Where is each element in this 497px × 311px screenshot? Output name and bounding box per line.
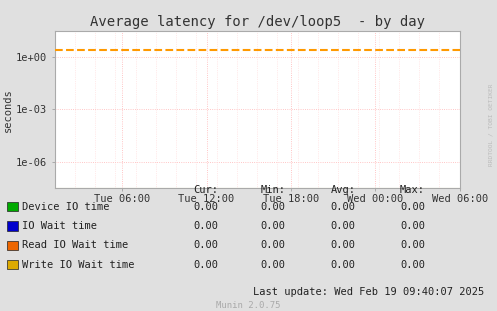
Text: 0.00: 0.00 [331,240,355,250]
Text: Read IO Wait time: Read IO Wait time [22,240,129,250]
Text: 0.00: 0.00 [331,260,355,270]
Text: 0.00: 0.00 [261,202,286,212]
Text: Min:: Min: [261,185,286,195]
Text: 0.00: 0.00 [400,260,425,270]
Text: Max:: Max: [400,185,425,195]
Y-axis label: seconds: seconds [3,88,13,132]
Text: RRDTOOL / TOBI OETIKER: RRDTOOL / TOBI OETIKER [489,83,494,166]
Text: Avg:: Avg: [331,185,355,195]
Text: 0.00: 0.00 [331,221,355,231]
Text: Munin 2.0.75: Munin 2.0.75 [216,301,281,310]
Text: 0.00: 0.00 [194,260,219,270]
Text: 0.00: 0.00 [194,202,219,212]
Text: 0.00: 0.00 [400,202,425,212]
Text: Device IO time: Device IO time [22,202,110,212]
Text: 0.00: 0.00 [261,221,286,231]
Title: Average latency for /dev/loop5  - by day: Average latency for /dev/loop5 - by day [89,15,425,29]
Text: 0.00: 0.00 [194,221,219,231]
Text: 0.00: 0.00 [400,221,425,231]
Text: Last update: Wed Feb 19 09:40:07 2025: Last update: Wed Feb 19 09:40:07 2025 [253,287,485,297]
Text: 0.00: 0.00 [194,240,219,250]
Text: 0.00: 0.00 [331,202,355,212]
Text: 0.00: 0.00 [261,240,286,250]
Text: Write IO Wait time: Write IO Wait time [22,260,135,270]
Text: 0.00: 0.00 [400,240,425,250]
Text: IO Wait time: IO Wait time [22,221,97,231]
Text: 0.00: 0.00 [261,260,286,270]
Text: Cur:: Cur: [194,185,219,195]
